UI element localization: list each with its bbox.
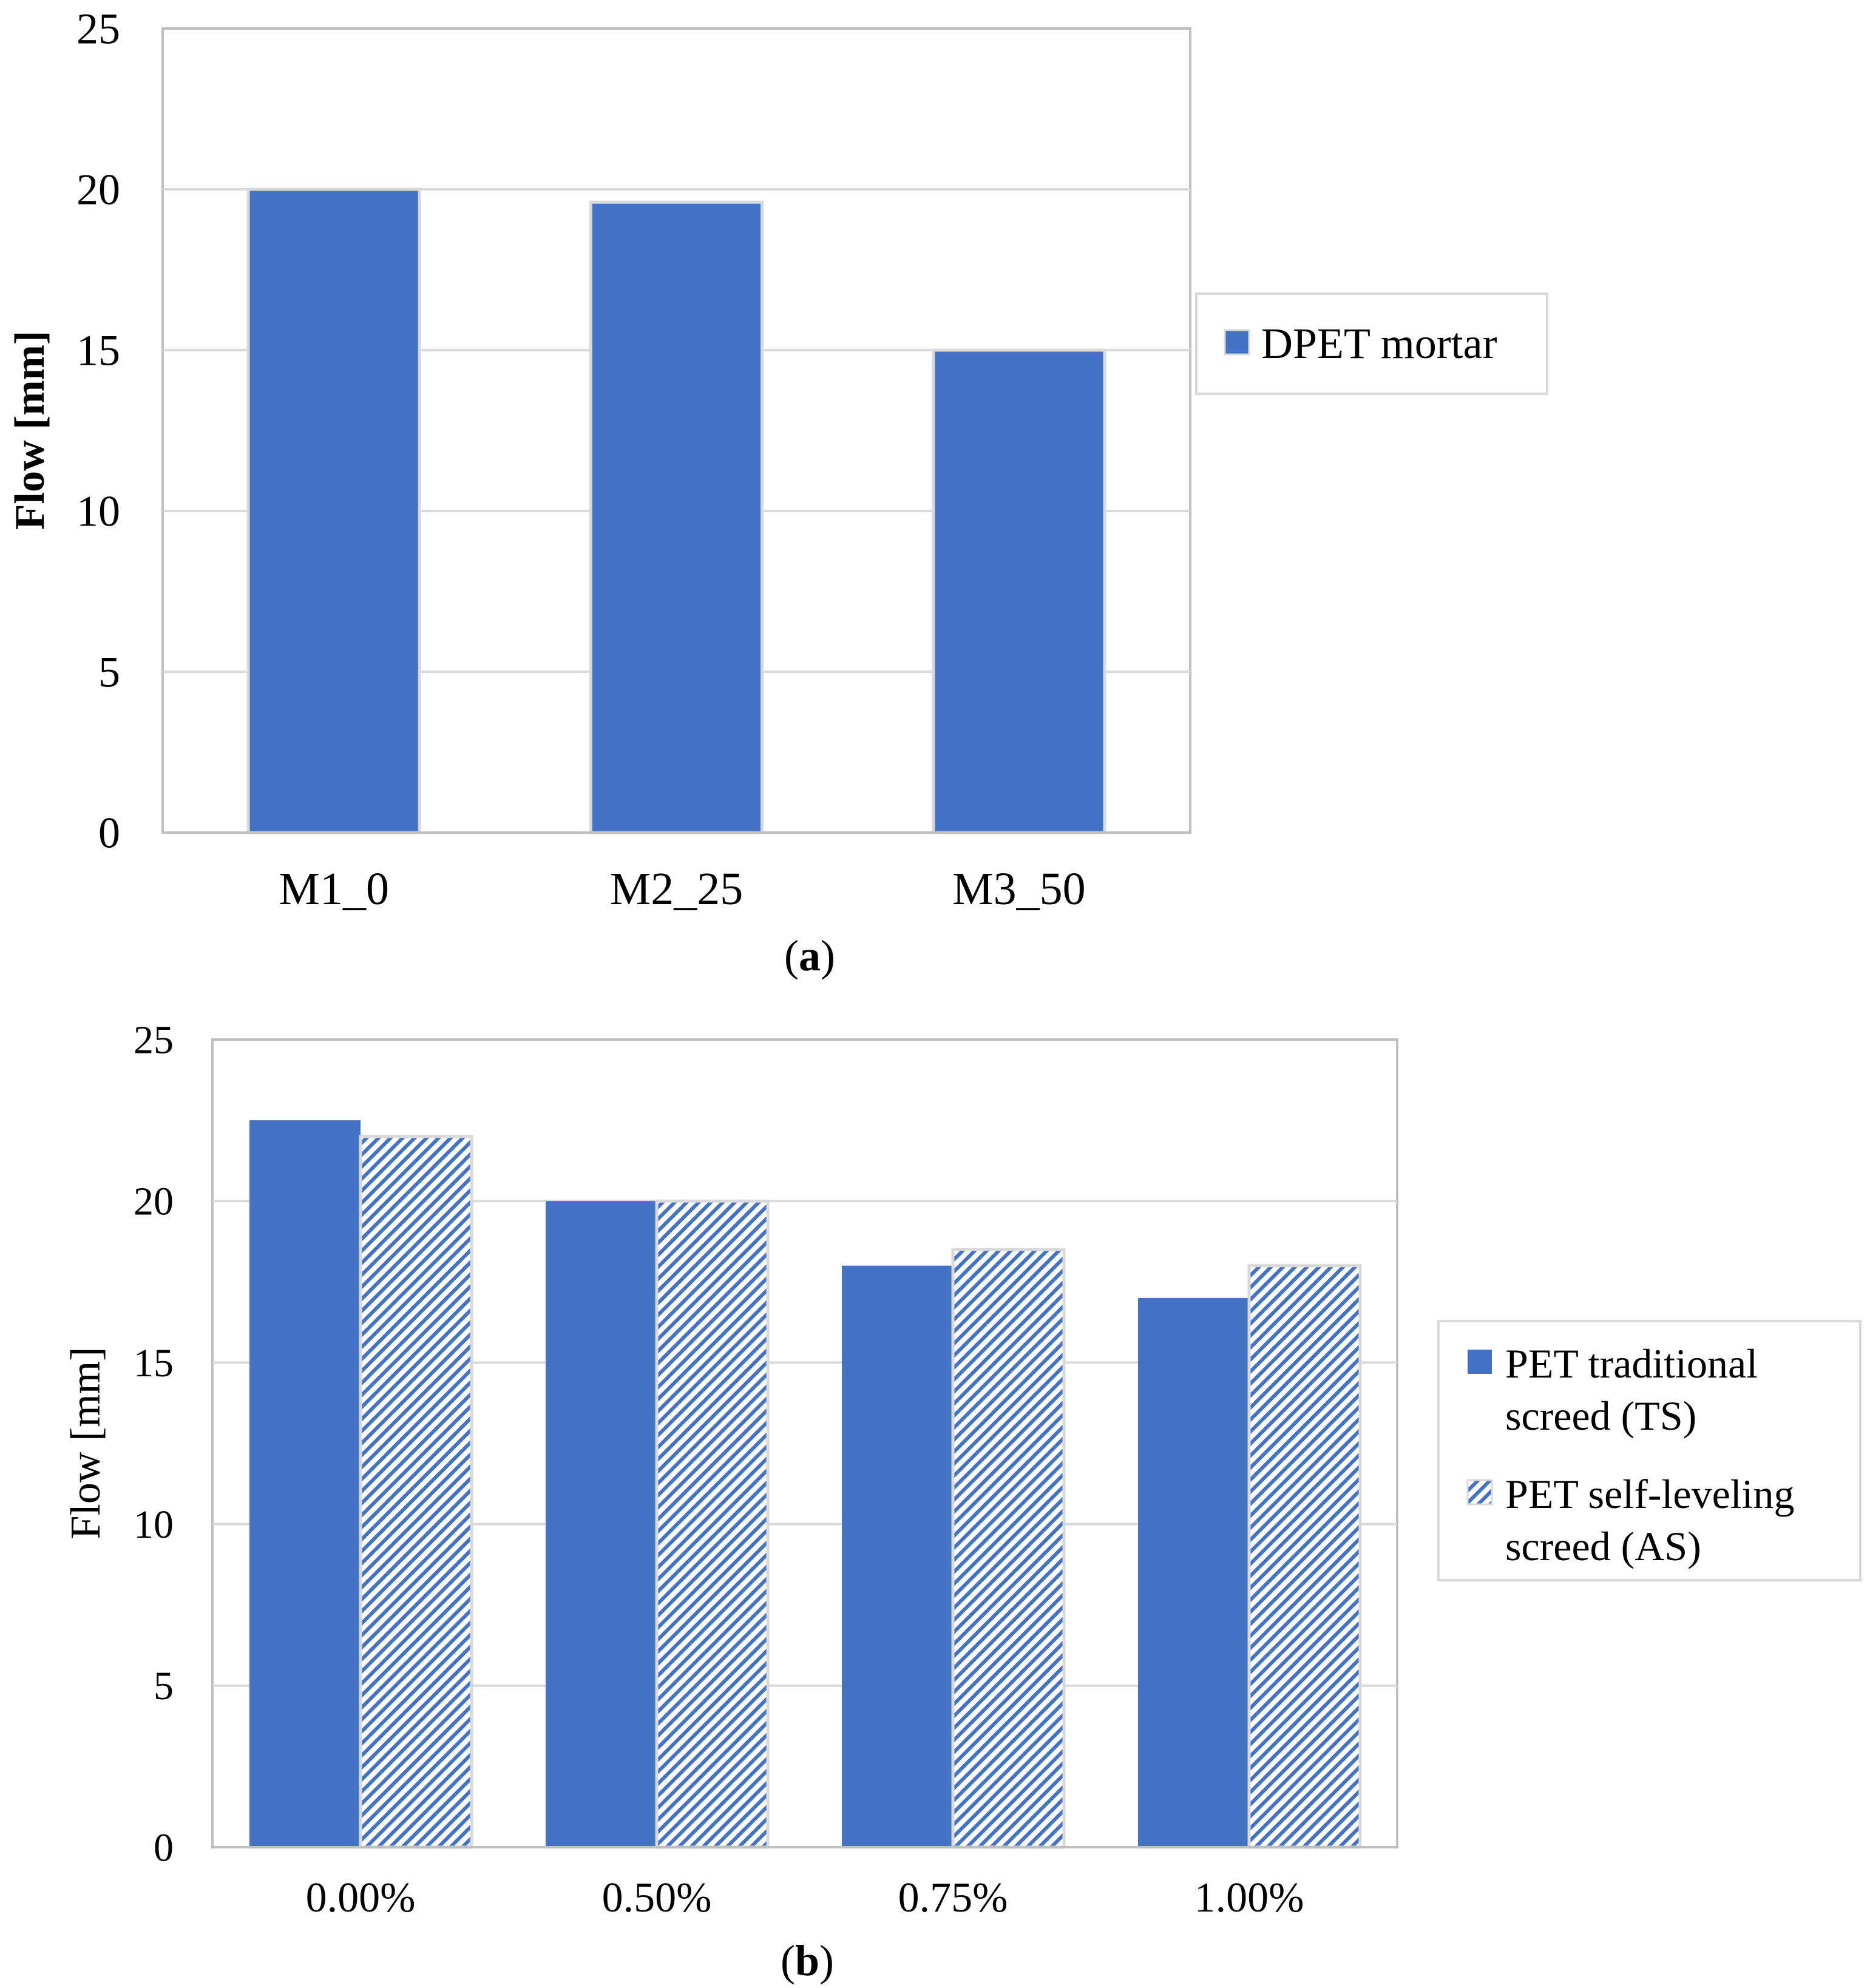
y-tick-5: 5 [98, 647, 120, 696]
bar-pet-traditional-screed-ts-0-00 [249, 1120, 361, 1847]
y-tick-10: 10 [134, 1503, 174, 1547]
legend-label-as-line1: PET self-leveling [1505, 1471, 1795, 1517]
y-axis-label: Flow [mm] [63, 1347, 109, 1540]
legend-swatch-as [1466, 1479, 1493, 1506]
bar-pet-self-leveling-screed-as-0-50 [655, 1199, 770, 1849]
x-tick-1-00: 1.00% [1194, 1875, 1304, 1921]
y-tick-20: 20 [134, 1180, 174, 1224]
y-tick-0: 0 [154, 1825, 174, 1870]
bar-pet-traditional-screed-ts-0-75 [842, 1265, 953, 1847]
legend-box [1437, 1320, 1862, 1581]
y-tick-15: 15 [134, 1341, 174, 1385]
legend-label-as-line2: screed (AS) [1505, 1523, 1701, 1569]
bar-dpet-mortar-m1-0 [246, 188, 421, 834]
y-tick-5: 5 [154, 1664, 174, 1708]
bar-pet-traditional-screed-ts-1-00 [1138, 1297, 1249, 1847]
legend: DPET mortar [1195, 292, 1548, 395]
bar-series [163, 188, 1190, 834]
chart-panel-a: 0 5 10 15 20 25 M1_0 M2_25 M3_50 Flow [mm] DPET… [7, 4, 1548, 980]
legend-label-dpet-mortar: DPET mortar [1261, 319, 1497, 368]
y-tick-0: 0 [98, 808, 120, 857]
bar-pet-traditional-screed-ts-0-50 [546, 1201, 657, 1847]
chart-panel-b: 0 5 10 15 20 25 0.00% 0.50% 0.75% 1.00% Flow [mm… [63, 1018, 1862, 1985]
y-tick-10: 10 [76, 487, 120, 535]
x-tick-0-50: 0.50% [602, 1875, 712, 1921]
bar-dpet-mortar-m3-50 [932, 348, 1106, 834]
legend: PET traditional screed (TS) PET self-lev… [1437, 1320, 1862, 1581]
bar-pet-self-leveling-screed-as-0-75 [951, 1248, 1066, 1849]
y-tick-labels: 0 5 10 15 20 25 [134, 1018, 174, 1870]
y-tick-15: 15 [76, 326, 120, 374]
legend-label-ts-line1: PET traditional [1505, 1341, 1758, 1387]
y-axis-label: Flow [mm] [7, 331, 53, 530]
legend-label-ts-line2: screed (TS) [1505, 1393, 1696, 1439]
y-tick-20: 20 [76, 165, 120, 214]
bar-dpet-mortar-m2-25 [589, 200, 764, 834]
bar-pet-self-leveling-screed-as-1-00 [1247, 1264, 1362, 1849]
y-tick-25: 25 [76, 4, 120, 53]
x-tick-m3-50: M3_50 [952, 864, 1086, 915]
panel-label-b: (b) [781, 1936, 834, 1985]
x-tick-m2-25: M2_25 [610, 864, 744, 915]
legend-box [1195, 292, 1548, 395]
x-tick-m1-0: M1_0 [279, 864, 389, 915]
x-tick-0-00: 0.00% [306, 1875, 416, 1921]
panel-label-a: (a) [784, 931, 835, 980]
x-tick-0-75: 0.75% [898, 1875, 1008, 1921]
y-tick-25: 25 [134, 1018, 174, 1062]
bar-series [212, 1120, 1397, 1849]
x-tick-labels: M1_0 M2_25 M3_50 [279, 864, 1085, 915]
legend-swatch-ts [1468, 1350, 1492, 1374]
x-tick-labels: 0.00% 0.50% 0.75% 1.00% [306, 1875, 1304, 1921]
bar-pet-self-leveling-screed-as-0-00 [359, 1135, 473, 1849]
legend-swatch-dpet-mortar [1224, 329, 1250, 356]
y-tick-labels: 0 5 10 15 20 25 [76, 4, 120, 857]
